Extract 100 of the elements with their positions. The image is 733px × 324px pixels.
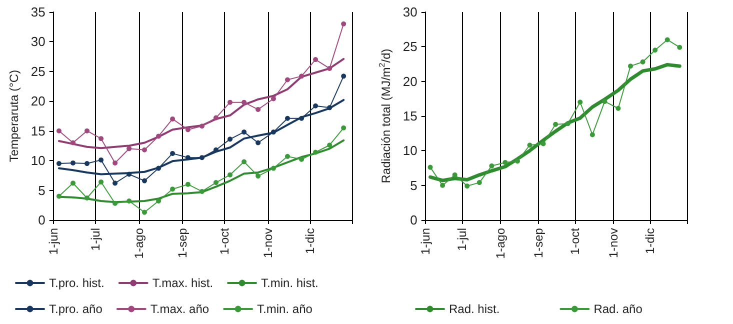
- point: [214, 180, 218, 186]
- line-series: [428, 62, 682, 182]
- point: [256, 174, 261, 179]
- point: [112, 160, 118, 166]
- point: [341, 21, 346, 26]
- x-tick-label: 1-ago: [493, 228, 508, 259]
- point: [199, 188, 204, 194]
- y-tick-label: 15: [402, 108, 418, 124]
- point: [256, 106, 261, 112]
- point: [616, 106, 621, 111]
- point: [299, 156, 304, 162]
- y-tick-label: 20: [402, 74, 418, 89]
- point: [578, 100, 583, 105]
- x-tick-label: 1-dic: [643, 228, 658, 254]
- x-tick-label: 1-nov: [606, 228, 620, 258]
- point: [652, 48, 658, 53]
- point: [440, 182, 446, 188]
- point: [98, 136, 104, 142]
- point: [242, 130, 247, 135]
- point: [527, 142, 532, 148]
- point: [156, 134, 162, 139]
- point: [270, 130, 276, 135]
- point: [98, 157, 104, 162]
- x-tick-label: 1-oct: [568, 227, 582, 255]
- y-tick-label: 0: [38, 212, 46, 228]
- y-tick-label: 25: [30, 64, 46, 79]
- point: [112, 200, 118, 206]
- point: [285, 154, 290, 159]
- point: [126, 198, 132, 204]
- y-axis-title: Radiación total (MJ/m2/d): [378, 48, 393, 184]
- point: [156, 166, 162, 171]
- point: [199, 155, 204, 160]
- point: [228, 136, 233, 142]
- point: [327, 66, 332, 71]
- point: [313, 57, 318, 62]
- point: [489, 163, 494, 168]
- point: [156, 198, 162, 204]
- x-tick-label: 1-jul: [455, 228, 470, 251]
- x-tick-label: 1-sep: [531, 228, 546, 258]
- legend-label: T.max. hist.: [152, 276, 214, 290]
- point: [677, 44, 682, 50]
- x-tick-label: 1-jul: [88, 228, 102, 251]
- x-tick-label: 1-ago: [132, 228, 146, 259]
- point: [270, 96, 276, 102]
- legend-label: T.max. año: [150, 302, 210, 316]
- legend-label: Rad. hist.: [449, 302, 500, 316]
- y-tick-label: 5: [38, 182, 46, 198]
- point: [341, 125, 346, 130]
- point: [313, 150, 318, 155]
- legend-label: T.pro. hist.: [49, 276, 104, 290]
- point: [170, 186, 176, 192]
- point: [327, 105, 332, 110]
- point: [565, 121, 570, 126]
- y-axis-title: Temperaruta (°C): [7, 70, 21, 162]
- point: [476, 180, 482, 186]
- point: [640, 59, 646, 64]
- point: [170, 116, 176, 122]
- point: [464, 184, 470, 189]
- point: [98, 179, 104, 184]
- point: [70, 180, 76, 186]
- legend-label: T.pro. año: [49, 302, 103, 316]
- y-tick-label: 10: [402, 143, 418, 158]
- point: [112, 180, 118, 186]
- point: [70, 160, 76, 166]
- point: [56, 194, 62, 199]
- point: [142, 178, 147, 184]
- x-tick-label: 1-sep: [175, 228, 190, 258]
- legend-label: T.min. hist.: [261, 276, 318, 290]
- x-tick-label: 1-dic: [302, 228, 317, 254]
- point: [126, 146, 132, 152]
- point: [602, 98, 608, 104]
- y-tick-label: 25: [402, 39, 418, 54]
- point: [228, 100, 233, 105]
- point: [84, 196, 90, 201]
- y-tick-label: 0: [410, 212, 418, 228]
- point: [341, 74, 346, 79]
- point: [502, 160, 508, 165]
- y-tick-label: 30: [402, 4, 418, 20]
- point: [185, 182, 190, 187]
- y-tick-label: 35: [30, 4, 46, 20]
- point: [126, 172, 132, 177]
- y-tick-label: 30: [30, 34, 46, 50]
- point: [185, 127, 190, 132]
- x-tick-label: 1-jun: [418, 228, 432, 255]
- point: [327, 142, 332, 148]
- point: [56, 128, 62, 134]
- point: [170, 150, 176, 156]
- point: [84, 128, 90, 134]
- point: [285, 77, 290, 82]
- x-tick-label: 1-jun: [46, 228, 60, 255]
- x-tick-label: 1-oct: [217, 227, 232, 255]
- point: [270, 166, 276, 171]
- point: [540, 141, 546, 146]
- point: [628, 64, 633, 69]
- point: [70, 140, 76, 146]
- point: [664, 37, 670, 42]
- point: [299, 74, 304, 79]
- point: [242, 159, 247, 164]
- legend-label: Rad. año: [594, 302, 643, 316]
- x-tick-label: 1-nov: [260, 228, 275, 258]
